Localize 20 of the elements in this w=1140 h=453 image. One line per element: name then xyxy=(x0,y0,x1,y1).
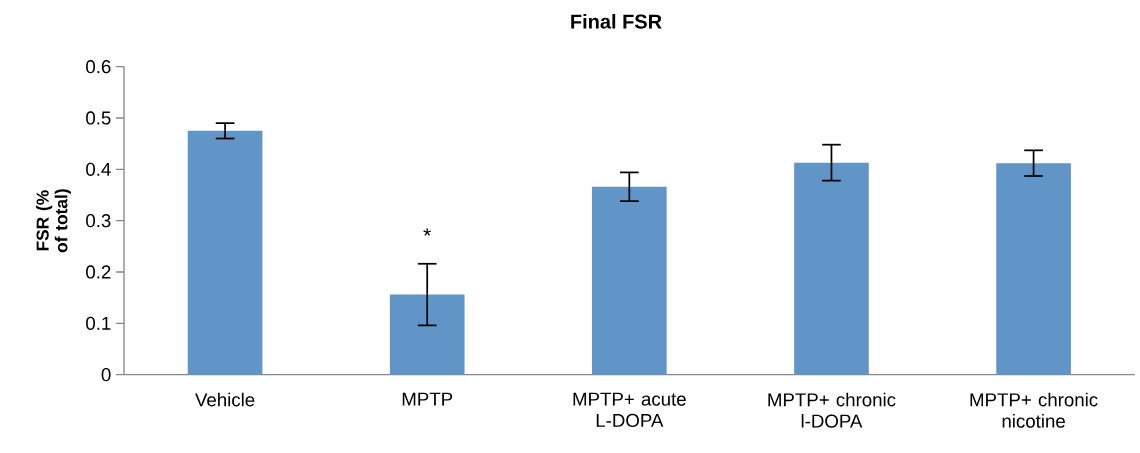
bar xyxy=(794,162,869,375)
x-tick-label: MPTP+ acute L-DOPA xyxy=(573,392,686,428)
bar xyxy=(592,186,667,375)
y-tick-label: 0.3 xyxy=(86,214,111,228)
y-tick-label: 0.6 xyxy=(86,60,111,74)
y-tick-label: 0 xyxy=(101,368,111,382)
bar xyxy=(996,163,1071,375)
x-tick-label: Vehicle xyxy=(195,392,255,407)
y-tick-label: 0.4 xyxy=(86,162,111,176)
y-tick-label: 0.1 xyxy=(86,316,111,330)
y-tick-label: 0.2 xyxy=(86,265,111,279)
annotation: * xyxy=(423,228,432,236)
bar xyxy=(187,130,263,375)
y-axis-title: FSR (% of total) xyxy=(36,189,71,253)
chart-title: Final FSR xyxy=(571,13,662,29)
x-tick-label: MPTP+ chronic nicotine xyxy=(970,392,1098,428)
x-tick-label: MPTP+ chronic l-DOPA xyxy=(768,392,896,428)
x-tick-label: MPTP xyxy=(402,392,453,406)
y-tick-label: 0.5 xyxy=(86,111,111,125)
bar xyxy=(389,294,465,375)
